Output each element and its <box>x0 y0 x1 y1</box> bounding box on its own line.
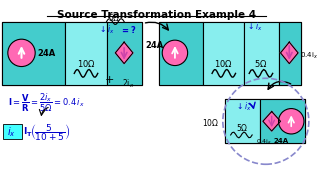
FancyBboxPatch shape <box>107 22 142 85</box>
Circle shape <box>162 40 188 66</box>
Polygon shape <box>281 42 298 64</box>
Text: Source Transformation Example 4: Source Transformation Example 4 <box>57 10 256 20</box>
Text: 10$\Omega$: 10$\Omega$ <box>77 58 95 69</box>
Circle shape <box>8 39 35 67</box>
FancyBboxPatch shape <box>2 22 66 85</box>
Text: $\downarrow i_x$: $\downarrow i_x$ <box>235 100 252 113</box>
Circle shape <box>278 109 304 134</box>
Text: 5$\Omega$: 5$\Omega$ <box>108 12 121 23</box>
FancyBboxPatch shape <box>159 22 203 85</box>
Text: $i_x$: $i_x$ <box>7 125 16 139</box>
FancyBboxPatch shape <box>225 99 260 143</box>
FancyBboxPatch shape <box>203 22 244 85</box>
Text: 10$\Omega$: 10$\Omega$ <box>214 58 233 69</box>
Polygon shape <box>263 111 281 131</box>
FancyBboxPatch shape <box>278 22 301 85</box>
Text: 2i$_x$: 2i$_x$ <box>122 78 134 90</box>
Polygon shape <box>115 42 133 64</box>
FancyBboxPatch shape <box>260 99 305 143</box>
FancyBboxPatch shape <box>244 22 278 85</box>
Text: 5$\Omega$: 5$\Omega$ <box>254 58 268 69</box>
Text: 24A: 24A <box>145 40 164 50</box>
FancyBboxPatch shape <box>225 99 305 143</box>
Text: 0.4i$_x$: 0.4i$_x$ <box>300 51 318 61</box>
Text: $\mathbf{=?}$: $\mathbf{=?}$ <box>120 24 137 35</box>
Text: $\downarrow i_x$: $\downarrow i_x$ <box>246 20 262 33</box>
Text: 24A: 24A <box>37 49 55 58</box>
Text: 10$\Omega$: 10$\Omega$ <box>202 117 219 128</box>
FancyBboxPatch shape <box>3 124 21 139</box>
Text: +: + <box>105 75 114 85</box>
Text: $\mathbf{i_x} = \mathbf{I_T}\!\left(\dfrac{5}{10+5}\right)$: $\mathbf{i_x} = \mathbf{I_T}\!\left(\dfr… <box>5 122 70 143</box>
Text: $\mathbf{I} = \dfrac{\mathbf{V}}{\mathbf{R}} = \dfrac{2i_x}{5\Omega} = 0.4\,i_x$: $\mathbf{I} = \dfrac{\mathbf{V}}{\mathbf… <box>8 92 84 114</box>
Text: 0.4i$_x$: 0.4i$_x$ <box>256 137 272 146</box>
FancyBboxPatch shape <box>2 22 142 85</box>
FancyBboxPatch shape <box>159 22 301 85</box>
Text: 24A: 24A <box>274 138 289 144</box>
Text: $\downarrow i_x$: $\downarrow i_x$ <box>98 23 115 36</box>
FancyBboxPatch shape <box>66 22 107 85</box>
Text: 5$\Omega$: 5$\Omega$ <box>236 122 249 133</box>
